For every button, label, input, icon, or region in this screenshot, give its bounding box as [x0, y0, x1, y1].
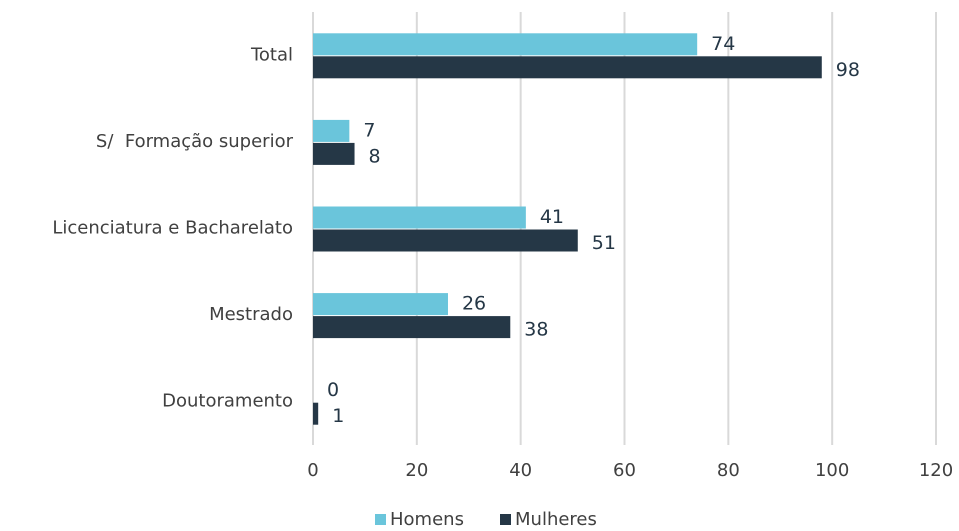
x-tick-label: 60: [613, 460, 636, 481]
y-tick-label: Licenciatura e Bacharelato: [52, 218, 293, 239]
value-label: 98: [836, 59, 860, 81]
bar: [313, 206, 526, 229]
bar: [313, 316, 511, 339]
bar: [313, 56, 822, 79]
x-tick-label: 120: [919, 460, 953, 481]
bar: [313, 142, 355, 165]
legend-label: Mulheres: [515, 509, 597, 530]
value-label: 8: [369, 145, 381, 167]
bar: [313, 402, 319, 425]
bar: [313, 229, 578, 252]
value-label: 1: [332, 405, 344, 427]
bar: [313, 293, 448, 316]
legend-swatch: [500, 514, 511, 525]
legend-label: Homens: [390, 509, 464, 530]
value-label: 74: [711, 33, 735, 55]
value-label: 41: [540, 206, 564, 228]
y-tick-label: Doutoramento: [162, 391, 293, 412]
x-tick-label: 100: [815, 460, 849, 481]
y-tick-label: Mestrado: [209, 304, 293, 325]
value-label: 38: [524, 319, 548, 341]
bar: [313, 33, 698, 56]
x-tick-label: 0: [307, 460, 318, 481]
x-tick-label: 40: [509, 460, 532, 481]
x-tick-label: 80: [717, 460, 740, 481]
value-label: 7: [363, 119, 375, 141]
value-label: 0: [327, 379, 339, 401]
value-label: 51: [592, 232, 616, 254]
legend-swatch: [375, 514, 386, 525]
bar: [313, 119, 350, 142]
y-tick-label: Total: [250, 44, 293, 65]
value-label: 26: [462, 293, 486, 315]
x-tick-label: 20: [405, 460, 428, 481]
y-tick-label: S/ Formação superior: [96, 131, 294, 152]
